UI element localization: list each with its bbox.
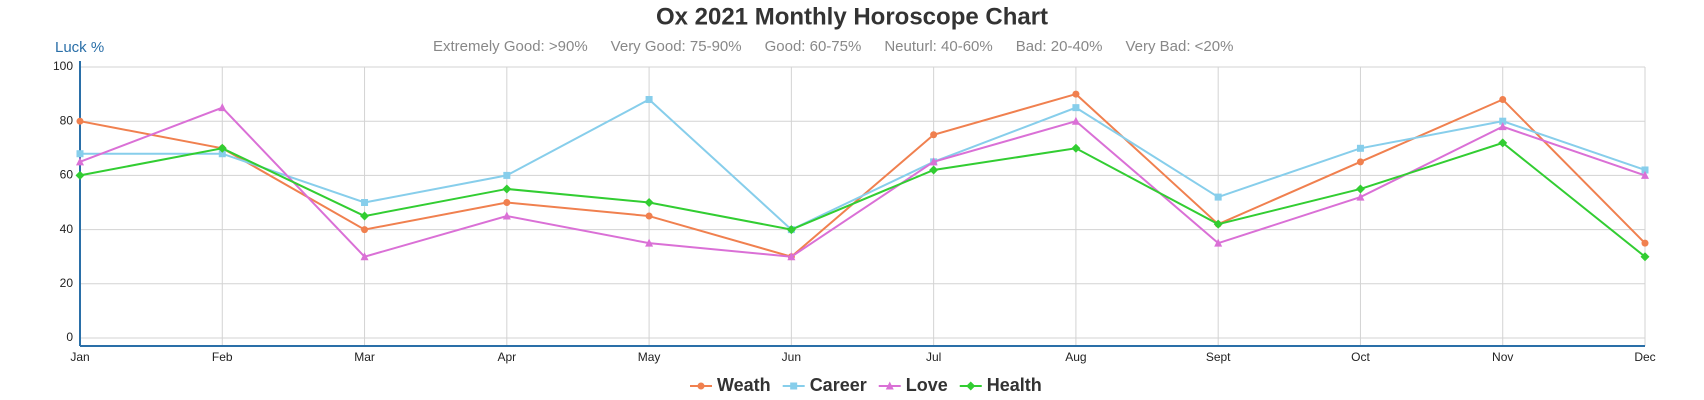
- subtitle-item: Good: 60-75%: [765, 38, 862, 55]
- point: [1356, 192, 1365, 201]
- subtitle-item: Very Good: 75-90%: [611, 38, 742, 55]
- point: [75, 170, 85, 180]
- point: [1641, 166, 1649, 174]
- point: [1498, 138, 1508, 148]
- point: [929, 165, 939, 175]
- x-tick-label: Jun: [782, 350, 801, 364]
- subtitle-item: Extremely Good: >90%: [433, 38, 588, 55]
- y-tick-label: 40: [60, 222, 74, 236]
- subtitle-item: Bad: 20-40%: [1016, 38, 1103, 55]
- series-line: [79, 141, 1646, 258]
- point: [218, 150, 226, 158]
- x-tick-label: Dec: [1634, 350, 1655, 364]
- series-line: [80, 98, 1646, 231]
- subtitle-item: Very Bad: <20%: [1125, 38, 1233, 55]
- point: [786, 225, 796, 235]
- x-tick-label: Aug: [1065, 350, 1086, 364]
- point: [1213, 219, 1223, 229]
- legend-marker: [885, 381, 894, 390]
- x-tick-label: Jul: [926, 350, 941, 364]
- point: [1498, 122, 1507, 131]
- point: [76, 157, 84, 166]
- x-tick-label: Jan: [70, 350, 89, 364]
- subtitle-item: Neuturl: 40-60%: [884, 38, 992, 55]
- legend-label: Health: [987, 375, 1042, 395]
- point: [1640, 252, 1650, 262]
- point: [1214, 238, 1223, 247]
- y-tick-label: 0: [66, 330, 73, 344]
- point: [503, 199, 511, 206]
- legend-marker: [790, 382, 798, 390]
- point: [1072, 104, 1080, 112]
- x-tick-label: Apr: [497, 350, 516, 364]
- point: [1355, 184, 1365, 194]
- legend-marker: [966, 381, 976, 391]
- legend-label: Weath: [717, 375, 771, 395]
- y-tick-label: 60: [60, 168, 74, 182]
- chart-title: Ox 2021 Monthly Horoscope Chart: [656, 3, 1048, 30]
- point: [787, 252, 796, 261]
- point: [1356, 158, 1364, 166]
- point: [1499, 96, 1507, 104]
- y-axis-label: Luck %: [55, 39, 104, 56]
- point: [1214, 193, 1222, 201]
- point: [1072, 90, 1080, 98]
- y-tick-label: 80: [60, 113, 74, 127]
- x-tick-label: May: [638, 350, 661, 364]
- legend-marker: [697, 382, 705, 390]
- point: [645, 212, 653, 220]
- point: [1641, 170, 1649, 179]
- x-tick-label: Oct: [1351, 350, 1370, 364]
- y-tick-label: 20: [60, 276, 74, 290]
- series-line: [79, 106, 1646, 258]
- point: [503, 171, 511, 179]
- x-tick-label: Nov: [1492, 350, 1513, 364]
- point: [360, 211, 370, 221]
- point: [502, 211, 511, 220]
- point: [1641, 239, 1649, 247]
- point: [361, 226, 369, 234]
- point: [1071, 143, 1081, 153]
- point: [76, 117, 84, 125]
- point: [502, 184, 512, 194]
- point: [930, 131, 938, 139]
- point: [361, 199, 369, 206]
- point: [360, 252, 369, 261]
- point: [218, 103, 227, 112]
- y-tick-label: 100: [53, 59, 73, 73]
- x-tick-label: Feb: [212, 350, 233, 364]
- point: [217, 143, 227, 153]
- legend-label: Career: [810, 375, 867, 395]
- point: [1071, 116, 1080, 125]
- point: [1499, 117, 1507, 125]
- point: [929, 157, 938, 166]
- point: [645, 238, 654, 247]
- x-tick-label: Sept: [1206, 350, 1231, 364]
- legend-label: Love: [906, 375, 948, 395]
- point: [644, 198, 654, 207]
- point: [645, 96, 653, 104]
- point: [1356, 144, 1364, 152]
- x-tick-label: Mar: [354, 350, 375, 364]
- point: [76, 150, 84, 158]
